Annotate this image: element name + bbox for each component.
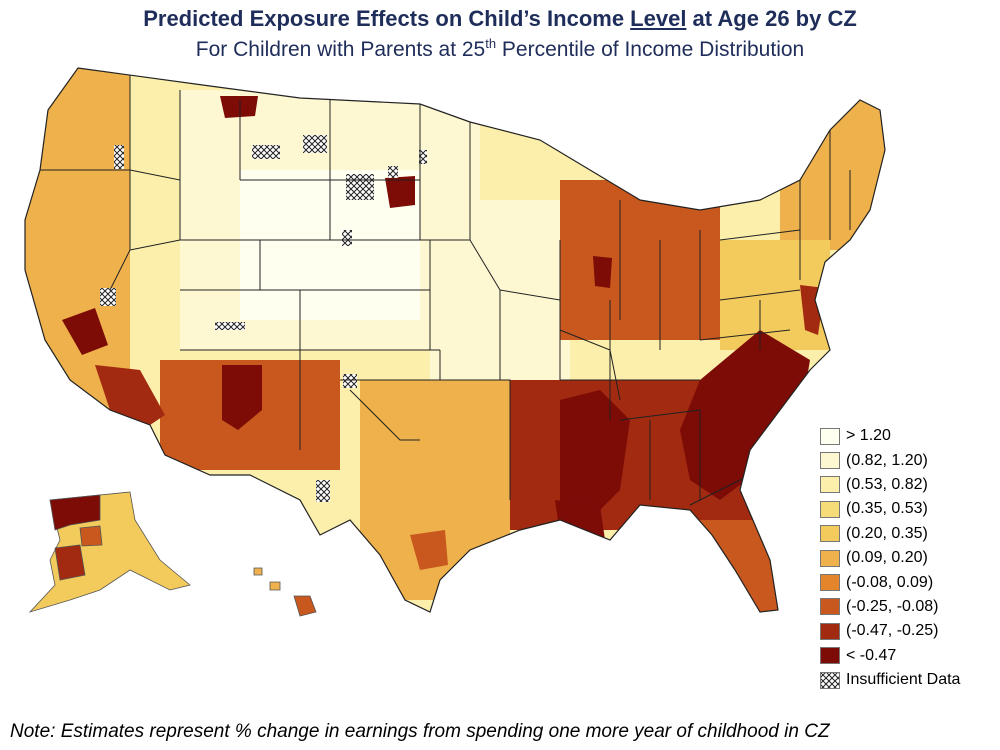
legend-item: (-0.47, -0.25) — [820, 619, 998, 643]
legend-item: (-0.08, 0.09) — [820, 570, 998, 594]
area-new-mexico — [222, 365, 262, 430]
legend-swatch — [820, 525, 840, 543]
legend-swatch — [820, 476, 840, 494]
legend-swatch — [820, 574, 840, 592]
legend-swatch-hatch — [820, 671, 840, 689]
area-southern-california — [95, 365, 165, 425]
legend-item: (0.35, 0.53) — [820, 497, 998, 521]
area-central-california — [62, 308, 108, 355]
legend-item: (0.53, 0.82) — [820, 473, 998, 497]
legend-item: < -0.47 — [820, 644, 998, 668]
legend-swatch — [820, 500, 840, 518]
legend-swatch — [820, 427, 840, 445]
area-montana-north — [220, 96, 258, 118]
legend-item: (-0.25, -0.08) — [820, 595, 998, 619]
region-great-lakes — [560, 180, 720, 340]
area-southeast-core — [680, 330, 810, 500]
footnote: Note: Estimates represent % change in ea… — [10, 721, 830, 742]
legend-item: (0.09, 0.20) — [820, 546, 998, 570]
legend-item: (0.82, 1.20) — [820, 448, 998, 472]
legend-item: (0.20, 0.35) — [820, 522, 998, 546]
legend-item: Insufficient Data — [820, 668, 998, 692]
map-title: Predicted Exposure Effects on Child’s In… — [143, 6, 857, 31]
legend-swatch — [820, 549, 840, 567]
legend-item: > 1.20 — [820, 424, 998, 448]
area-louisiana-coast — [555, 500, 605, 540]
legend-swatch — [820, 452, 840, 470]
region-new-england — [780, 100, 885, 250]
legend-swatch — [820, 647, 840, 665]
legend-swatch — [820, 622, 840, 640]
region-florida — [700, 520, 800, 612]
map-subtitle: For Children with Parents at 25th Percen… — [195, 36, 805, 61]
area-south-texas — [410, 530, 448, 570]
area-mississippi-delta — [560, 390, 630, 520]
us-choropleth-map — [24, 67, 886, 617]
alaska — [28, 491, 191, 613]
area-chicago — [593, 256, 612, 288]
hawaii — [253, 567, 317, 617]
legend-swatch — [820, 598, 840, 616]
area-south-dakota — [385, 176, 415, 208]
legend: > 1.20 (0.82, 1.20) (0.53, 0.82) (0.35, … — [820, 424, 998, 692]
